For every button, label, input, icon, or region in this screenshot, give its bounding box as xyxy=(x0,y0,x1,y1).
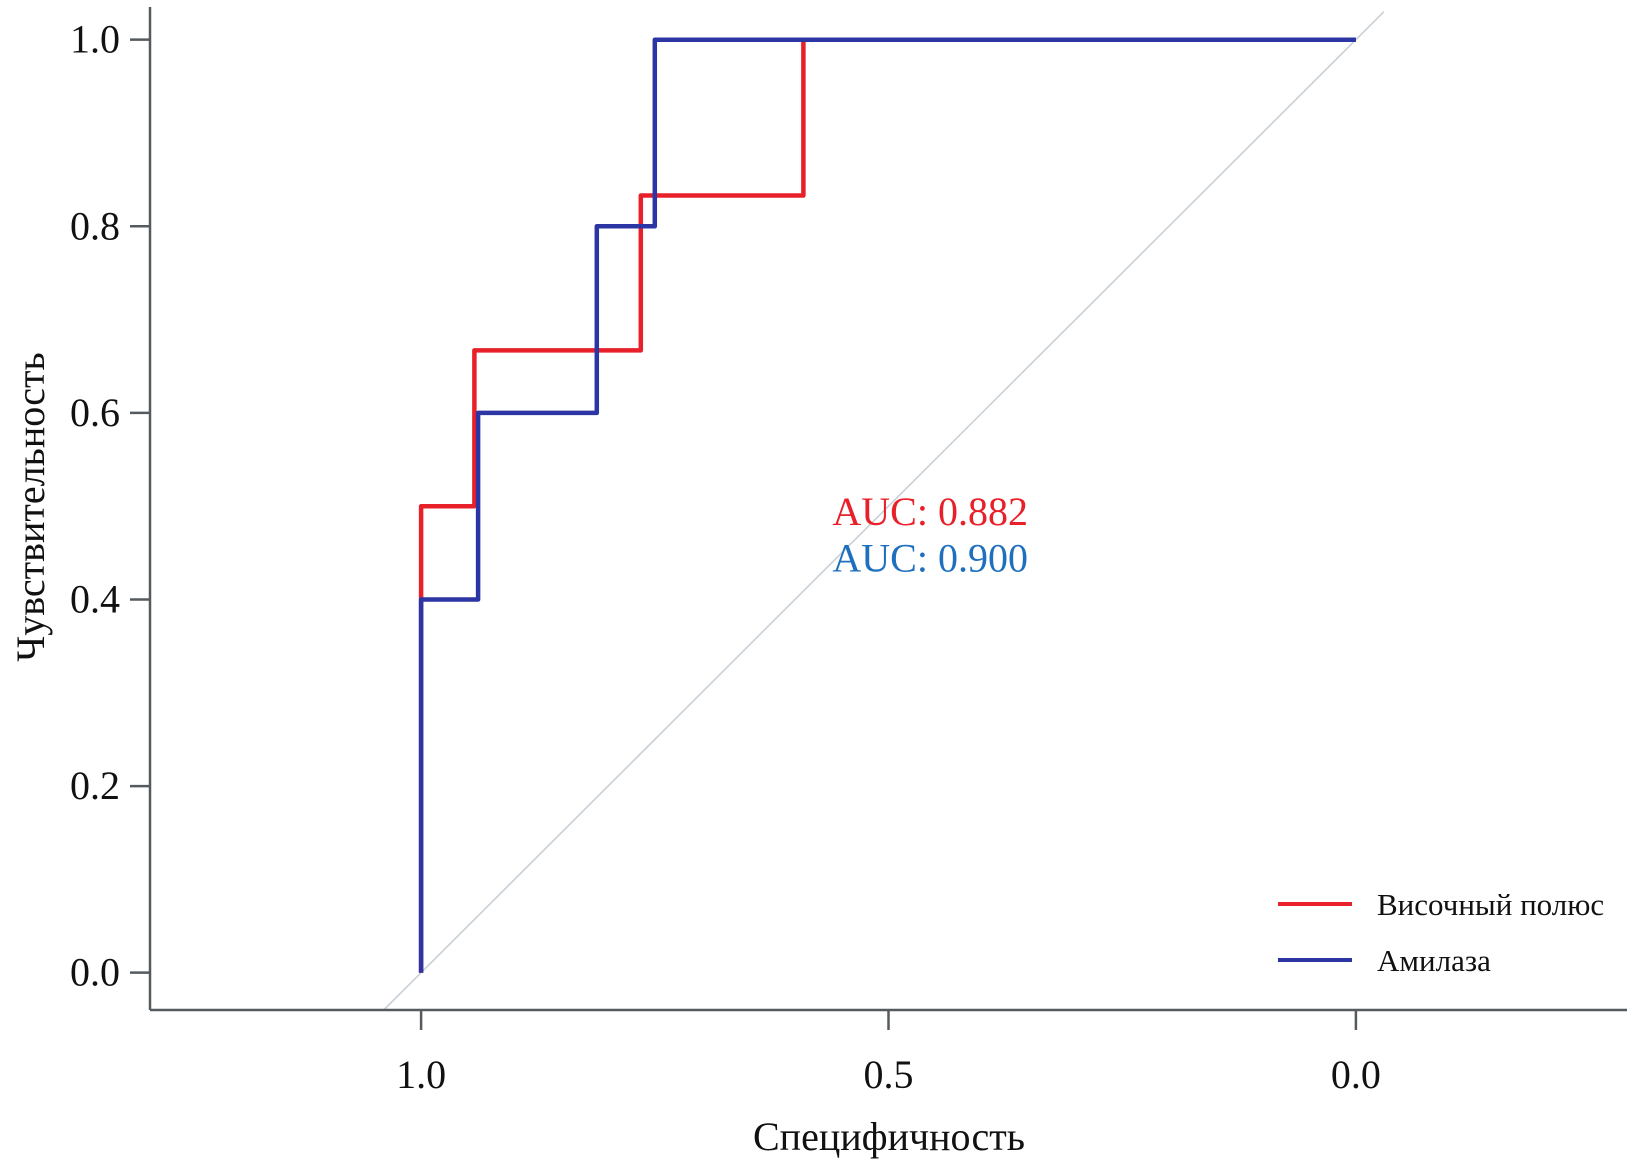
legend-label-amylase: Амилаза xyxy=(1377,943,1491,978)
ticks-group: 0.0 0.2 0.4 0.6 0.8 1.0 1.0 0.5 0.0 xyxy=(70,17,1381,1097)
roc-curve-amylase xyxy=(418,37,1356,973)
x-tick-label: 0.0 xyxy=(1331,1052,1381,1097)
auc-label-temporal-pole: AUC: 0.882 xyxy=(832,489,1028,534)
y-tick-label: 0.0 xyxy=(70,950,120,995)
x-axis-title: Специфичность xyxy=(753,1114,1025,1159)
x-tick-label: 1.0 xyxy=(396,1052,446,1097)
auc-annotations: AUC: 0.882 AUC: 0.900 xyxy=(832,489,1028,581)
roc-curve-temporal-pole xyxy=(418,37,1356,973)
y-tick-label: 0.4 xyxy=(70,576,120,621)
legend: Височный полюс Амилаза xyxy=(1278,887,1604,978)
y-axis-title: Чувствительность xyxy=(8,352,53,662)
auc-label-amylase: AUC: 0.900 xyxy=(832,535,1028,580)
y-tick-label: 0.6 xyxy=(70,390,120,435)
y-tick-label: 0.8 xyxy=(70,203,120,248)
reference-diagonal xyxy=(383,11,1385,1011)
reference-diagonal-group xyxy=(383,11,1385,1011)
y-tick-label: 1.0 xyxy=(70,17,120,62)
y-tick-label: 0.2 xyxy=(70,763,120,808)
series-group xyxy=(418,37,1356,973)
legend-label-temporal-pole: Височный полюс xyxy=(1377,887,1604,922)
x-tick-label: 0.5 xyxy=(864,1052,914,1097)
